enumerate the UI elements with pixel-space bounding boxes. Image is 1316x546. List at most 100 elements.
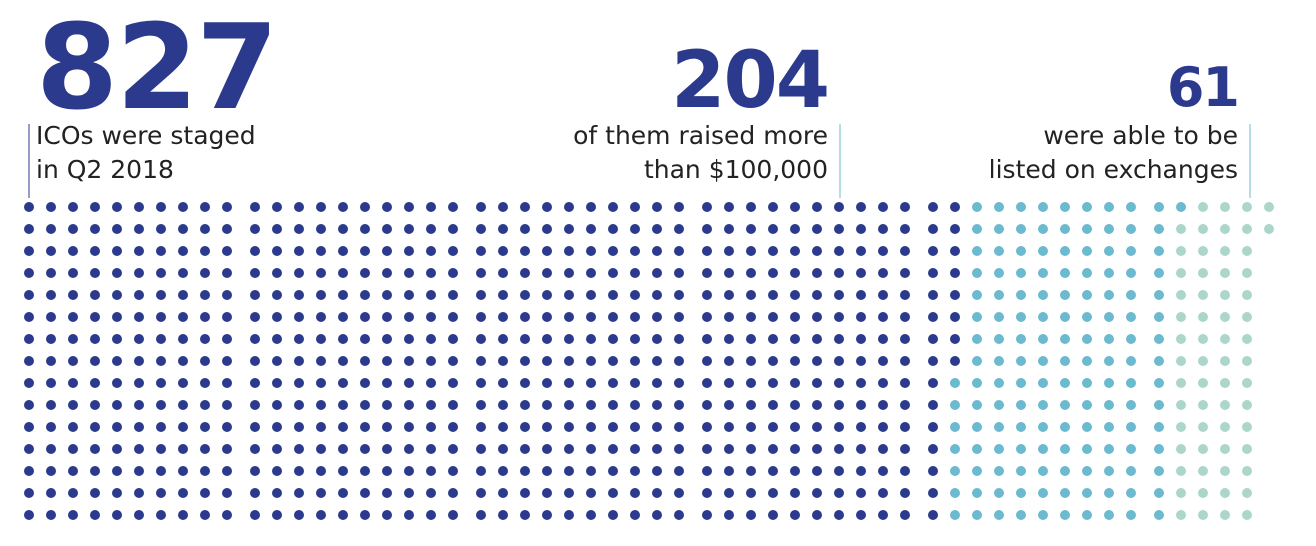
dot (630, 268, 640, 278)
dot (476, 290, 486, 300)
dot (1104, 444, 1114, 454)
dot (134, 312, 144, 322)
dot (448, 466, 458, 476)
dot (520, 510, 530, 520)
dot (316, 290, 326, 300)
dot (652, 246, 662, 256)
dot (498, 444, 508, 454)
dot (994, 510, 1004, 520)
dot (134, 224, 144, 234)
dot (498, 356, 508, 366)
dot (294, 246, 304, 256)
dot (178, 224, 188, 234)
dot (156, 224, 166, 234)
dot (768, 334, 778, 344)
dot (724, 312, 734, 322)
dot (928, 290, 938, 300)
dot (316, 268, 326, 278)
dot (476, 356, 486, 366)
dot (834, 312, 844, 322)
dot (112, 466, 122, 476)
dot (68, 444, 78, 454)
dot (200, 202, 210, 212)
dot (316, 444, 326, 454)
dot (156, 444, 166, 454)
dot (950, 334, 960, 344)
dot (272, 290, 282, 300)
dot (1176, 444, 1186, 454)
dot (476, 268, 486, 278)
dot (68, 356, 78, 366)
dot (972, 510, 982, 520)
dot (1220, 400, 1230, 410)
dot (790, 378, 800, 388)
dot (928, 488, 938, 498)
dot (178, 290, 188, 300)
dot (1242, 224, 1252, 234)
dot (674, 312, 684, 322)
dot (178, 466, 188, 476)
dot (250, 444, 260, 454)
dot (200, 422, 210, 432)
dot (746, 312, 756, 322)
dot (134, 400, 144, 410)
dot (24, 290, 34, 300)
dot (426, 202, 436, 212)
dot (178, 400, 188, 410)
stat-text: than $100,000 (644, 155, 828, 184)
dot (950, 202, 960, 212)
dot (250, 334, 260, 344)
dot (316, 422, 326, 432)
dot (1264, 224, 1274, 234)
dot (294, 466, 304, 476)
dot (928, 378, 938, 388)
dot (498, 378, 508, 388)
dot (24, 268, 34, 278)
dot (134, 246, 144, 256)
dot (652, 422, 662, 432)
dot (68, 268, 78, 278)
dot (856, 268, 866, 278)
dot (222, 246, 232, 256)
dot (790, 290, 800, 300)
dot (222, 400, 232, 410)
dot (1104, 290, 1114, 300)
dot (156, 510, 166, 520)
dot (702, 510, 712, 520)
dot (1060, 290, 1070, 300)
dot (426, 246, 436, 256)
dot (724, 422, 734, 432)
dot (426, 356, 436, 366)
dot (90, 224, 100, 234)
dot (498, 400, 508, 410)
dot (90, 466, 100, 476)
dot (812, 488, 822, 498)
dot (994, 334, 1004, 344)
dot (338, 466, 348, 476)
dot (630, 422, 640, 432)
dot (1176, 356, 1186, 366)
dot (338, 290, 348, 300)
dot (200, 356, 210, 366)
dot (1242, 466, 1252, 476)
dot (950, 224, 960, 234)
dot (702, 202, 712, 212)
dot (1038, 290, 1048, 300)
dot (630, 202, 640, 212)
dot (338, 488, 348, 498)
dot (724, 488, 734, 498)
dot (1060, 312, 1070, 322)
dot (702, 422, 712, 432)
dot (1176, 334, 1186, 344)
dot (250, 422, 260, 432)
dot (338, 268, 348, 278)
dot (360, 422, 370, 432)
dot (404, 268, 414, 278)
dot (250, 290, 260, 300)
dot (746, 510, 756, 520)
dot (564, 290, 574, 300)
dot (542, 290, 552, 300)
dot (564, 312, 574, 322)
dot (950, 268, 960, 278)
dot (1220, 466, 1230, 476)
